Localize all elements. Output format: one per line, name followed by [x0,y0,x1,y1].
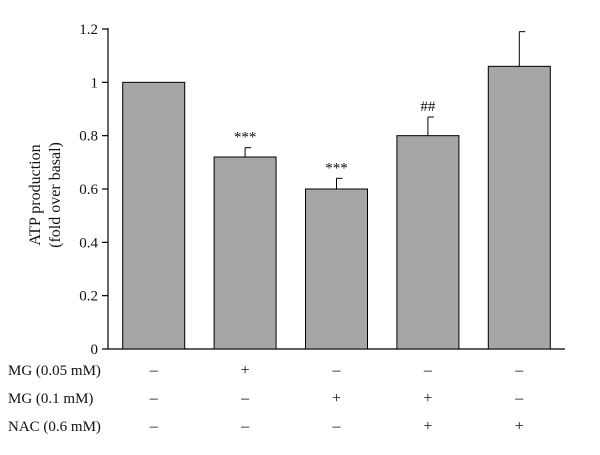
condition-table: MG (0.05 mM) – + – – – MG (0.1 mM) – – + + – NAC (0.… [8,362,524,435]
bar [122,81,186,350]
condition-sign: – [240,390,250,407]
condition-sign: + [423,418,432,435]
condition-sign: + [515,418,524,435]
y-axis-label-line1: ATP production [27,144,44,245]
y-tick-label: 1.2 [79,22,98,38]
condition-label: NAC (0.6 mM) [8,419,101,435]
condition-sign: – [149,418,159,435]
y-tick-label: 1 [91,75,99,91]
significance-label: *** [234,130,257,146]
bar [396,135,460,350]
condition-sign: – [514,390,524,407]
significance-label: ## [420,99,436,115]
condition-sign: – [149,390,159,407]
y-tick-label: 0.6 [79,182,98,198]
y-tick-label: 0 [91,342,99,358]
bar [487,65,551,350]
plot-area: 0 0.2 0.4 0.6 0.8 1 1.2 *** *** ## [79,22,565,358]
condition-sign: – [332,362,342,379]
y-tick-label: 0.8 [79,129,98,145]
condition-sign: + [423,390,432,407]
condition-label: MG (0.05 mM) [8,363,101,379]
condition-sign: – [240,418,250,435]
y-axis-label-line2: (fold over basal) [47,142,64,248]
condition-sign: – [149,362,159,379]
condition-sign: – [332,418,342,435]
condition-sign: + [241,362,250,379]
condition-sign: – [423,362,433,379]
y-axis-label: ATP production (fold over basal) [27,142,64,248]
condition-sign: + [332,390,341,407]
significance-label: *** [325,160,348,176]
y-tick-label: 0.4 [79,235,98,251]
condition-label: MG (0.1 mM) [8,391,93,407]
bar [305,188,368,350]
y-tick-label: 0.2 [79,289,98,305]
bar [213,156,277,350]
condition-sign: – [514,362,524,379]
